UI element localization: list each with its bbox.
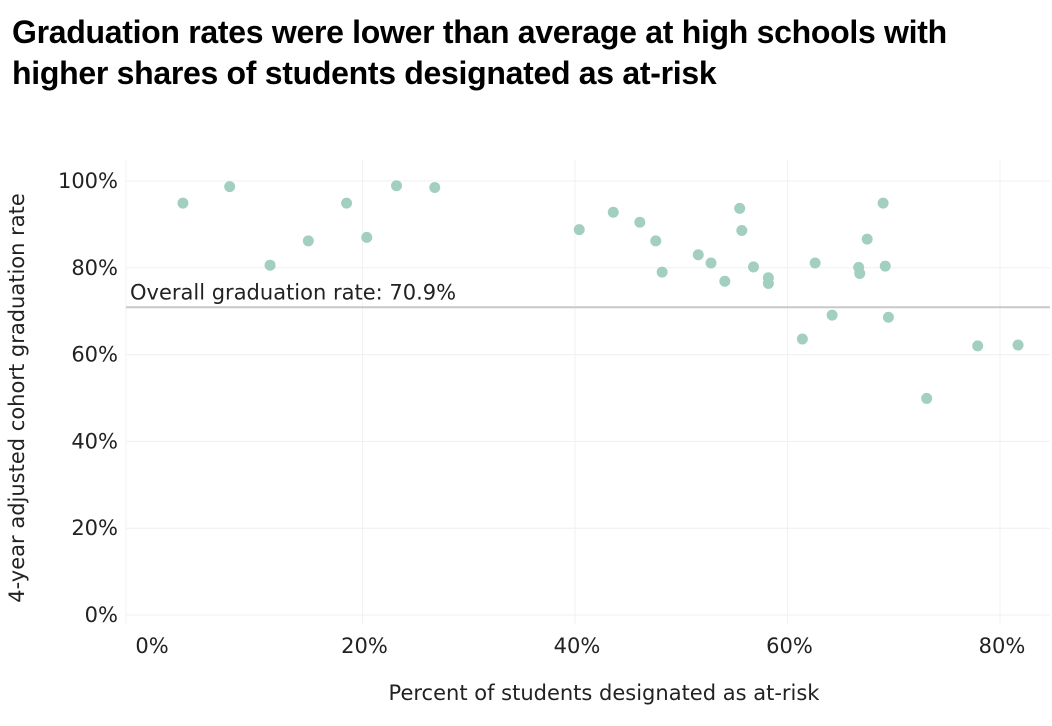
- data-point: [634, 216, 646, 228]
- x-tick-label: 60%: [766, 634, 813, 658]
- x-tick-label: 40%: [554, 634, 601, 658]
- data-point: [972, 340, 984, 352]
- data-point: [734, 202, 746, 214]
- grid-lines: [125, 160, 1050, 624]
- y-tick-label: 40%: [71, 429, 118, 453]
- data-point: [736, 224, 748, 236]
- data-point: [719, 275, 731, 287]
- data-point: [264, 259, 276, 271]
- data-point: [607, 206, 619, 218]
- reference-line-label: Overall graduation rate: 70.9%: [130, 280, 456, 304]
- data-point: [796, 333, 808, 345]
- x-axis-ticks: 0% 20% 40% 60% 80%: [135, 634, 1025, 658]
- data-point: [692, 249, 704, 261]
- data-point: [705, 257, 717, 269]
- data-point: [826, 309, 838, 321]
- data-point: [429, 182, 441, 194]
- y-tick-label: 20%: [71, 516, 118, 540]
- data-point: [391, 180, 402, 192]
- data-point: [854, 267, 866, 279]
- x-tick-label: 80%: [979, 634, 1026, 658]
- data-point: [1012, 339, 1024, 351]
- y-axis-label: 4-year adjusted cohort graduation rate: [5, 193, 29, 603]
- x-tick-label: 20%: [341, 634, 388, 658]
- data-points: [177, 180, 1024, 404]
- data-point: [341, 197, 353, 209]
- data-point: [361, 231, 373, 243]
- data-point: [762, 277, 774, 289]
- data-point: [302, 235, 314, 247]
- y-tick-label: 100%: [58, 169, 118, 193]
- data-point: [882, 311, 894, 323]
- reference-line-group: Overall graduation rate: 70.9%: [126, 280, 1050, 309]
- x-tick-label: 0%: [135, 634, 168, 658]
- data-point: [573, 224, 585, 236]
- data-point: [224, 181, 236, 193]
- data-point: [656, 266, 668, 278]
- x-axis-label: Percent of students designated as at-ris…: [389, 681, 821, 705]
- data-point: [921, 392, 933, 404]
- data-point: [177, 197, 189, 209]
- chart-title: Graduation rates were lower than average…: [12, 14, 947, 91]
- data-point: [879, 260, 891, 272]
- y-tick-label: 80%: [71, 256, 118, 280]
- y-tick-label: 0%: [85, 603, 118, 627]
- data-point: [861, 233, 873, 245]
- data-point: [748, 261, 759, 273]
- data-point: [809, 257, 821, 269]
- data-point: [877, 197, 889, 209]
- y-tick-label: 60%: [71, 343, 118, 367]
- y-axis-ticks: 0% 20% 40% 60% 80% 100%: [58, 169, 118, 627]
- data-point: [650, 235, 662, 247]
